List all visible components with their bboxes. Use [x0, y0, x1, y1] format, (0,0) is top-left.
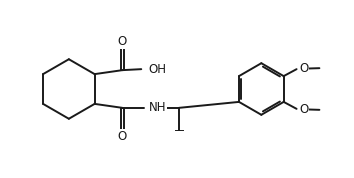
Text: O: O — [299, 103, 309, 116]
Text: O: O — [118, 35, 127, 48]
Text: O: O — [118, 130, 127, 143]
Text: OH: OH — [149, 63, 167, 76]
Text: O: O — [299, 62, 309, 75]
Text: NH: NH — [149, 101, 167, 114]
